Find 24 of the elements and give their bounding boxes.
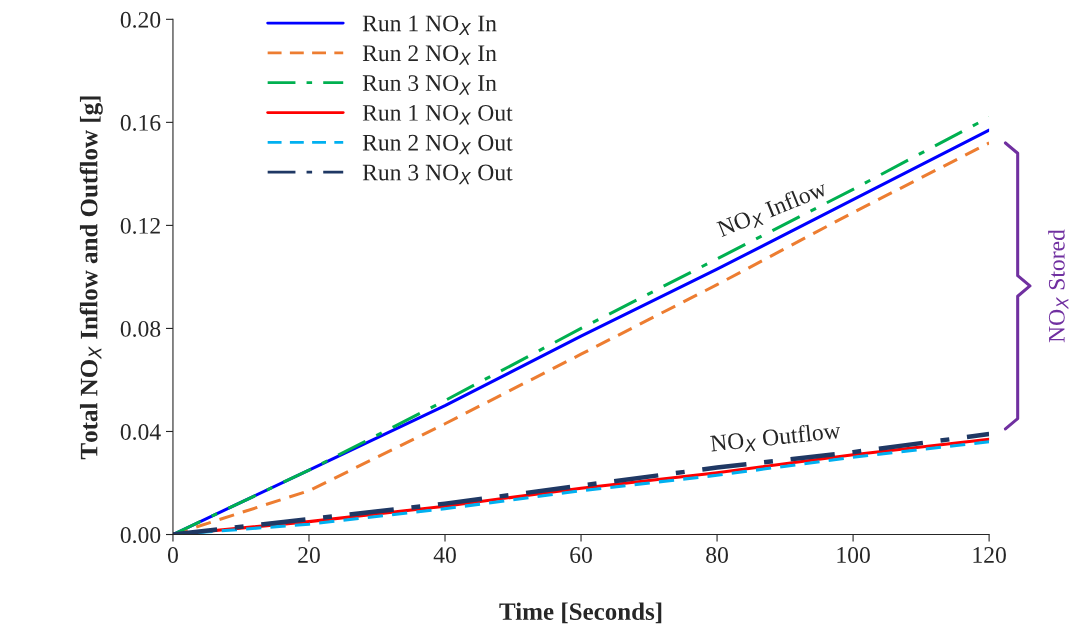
annotation: NO$_{X}$ Inflow bbox=[715, 178, 830, 241]
x-tick-label: 0 bbox=[167, 547, 178, 563]
legend-label: Run 3 NO$_{X}$ In bbox=[362, 75, 497, 95]
legend-label: Run 1 NO$_{X}$ In bbox=[362, 15, 497, 36]
y-tick-label: 0.08 bbox=[120, 320, 161, 337]
y-tick-label: 0.12 bbox=[120, 217, 160, 234]
legend-label: Run 2 NO$_{X}$ Out bbox=[362, 134, 513, 155]
x-tick-label: 20 bbox=[298, 547, 320, 563]
x-tick-label: 100 bbox=[837, 547, 870, 563]
x-tick-label: 60 bbox=[570, 547, 592, 563]
y-tick-label: 0.16 bbox=[120, 114, 161, 131]
legend-label: Run 1 NO$_{X}$ Out bbox=[362, 104, 513, 125]
x-tick-label: 120 bbox=[973, 547, 1006, 563]
y-axis-title: Total NO$_{X}$ Inflow and Outflow [g] bbox=[79, 96, 103, 460]
y-tick-label: 0.04 bbox=[120, 423, 161, 441]
y-tick-label: 0.00 bbox=[120, 527, 161, 544]
y-tick-label: 0.20 bbox=[120, 11, 161, 28]
x-axis-title: Time [Seconds] bbox=[499, 602, 662, 624]
legend-label: Run 3 NO$_{X}$ Out bbox=[362, 164, 513, 185]
x-tick-label: 40 bbox=[433, 547, 456, 563]
x-tick-label: 80 bbox=[706, 547, 728, 563]
annotation: NO$_{X}$ Outflow bbox=[709, 421, 842, 456]
legend-label: Run 2 NO$_{X}$ In bbox=[362, 45, 497, 65]
text: NO$_{X}$ Stored bbox=[1048, 229, 1069, 343]
